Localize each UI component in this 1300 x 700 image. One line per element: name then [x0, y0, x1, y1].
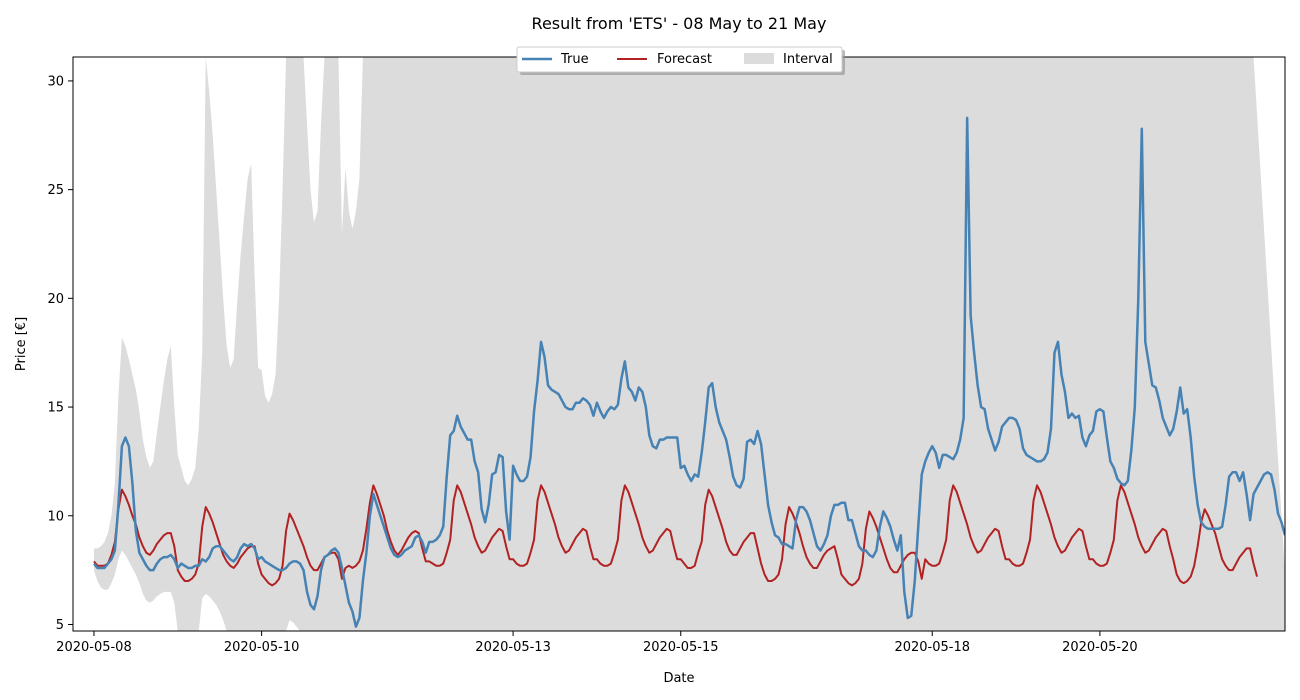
- y-tick-label: 25: [47, 183, 64, 198]
- true-line: [92, 116, 1285, 628]
- x-tick-label: 2020-05-10: [224, 640, 300, 655]
- y-tick-label: 15: [47, 401, 64, 416]
- plot-area: [92, 57, 1285, 631]
- legend-label-interval: Interval: [783, 52, 833, 67]
- x-tick-label: 2020-05-15: [643, 640, 719, 655]
- y-axis-label: Price [€]: [14, 317, 29, 371]
- y-tick-label: 20: [47, 292, 64, 307]
- y-tick-label: 10: [47, 509, 64, 524]
- x-tick-label: 2020-05-13: [475, 640, 551, 655]
- y-tick-label: 30: [47, 74, 64, 89]
- x-axis: 2020-05-08 2020-05-10 2020-05-13 2020-05-15…: [56, 631, 1138, 655]
- chart-title: Result from 'ETS' - 08 May to 21 May: [532, 14, 827, 33]
- legend-item-true: True: [522, 52, 589, 67]
- forecast-line: [93, 484, 1259, 587]
- x-tick-label: 2020-05-18: [894, 640, 970, 655]
- legend-label-forecast: Forecast: [657, 52, 712, 67]
- x-axis-label: Date: [663, 671, 694, 686]
- y-axis: 5 10 15 20 25 30: [47, 74, 73, 633]
- x-tick-label: 2020-05-08: [56, 640, 132, 655]
- legend-item-interval: Interval: [744, 52, 833, 67]
- y-tick-label: 5: [56, 618, 64, 633]
- interval-band: [93, 57, 1285, 631]
- legend-label-true: True: [560, 52, 589, 67]
- x-tick-label: 2020-05-20: [1062, 640, 1138, 655]
- legend-item-forecast: Forecast: [617, 52, 712, 67]
- legend: True Forecast Interval: [516, 46, 845, 75]
